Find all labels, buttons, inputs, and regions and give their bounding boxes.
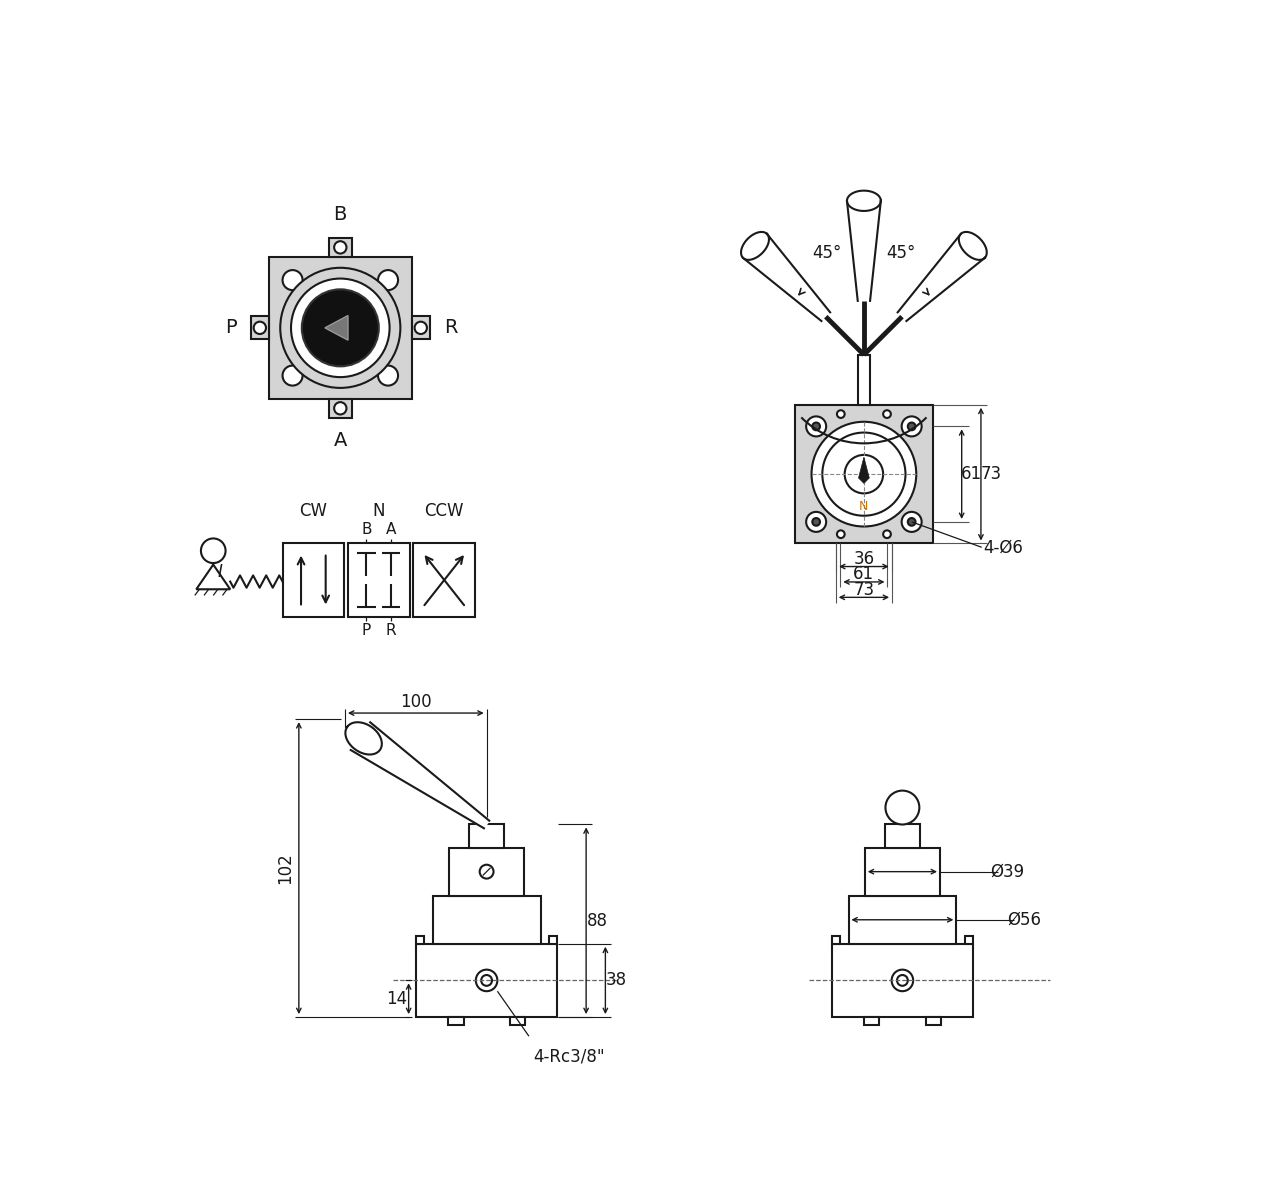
Circle shape bbox=[201, 539, 225, 563]
Circle shape bbox=[897, 975, 908, 986]
Text: 100: 100 bbox=[401, 694, 431, 712]
Circle shape bbox=[883, 530, 891, 538]
Bar bbox=[251, 316, 269, 340]
Bar bbox=[416, 944, 557, 1017]
Bar bbox=[283, 544, 344, 616]
Text: P: P bbox=[225, 318, 237, 337]
Circle shape bbox=[280, 268, 401, 387]
Bar bbox=[884, 825, 920, 848]
Bar bbox=[849, 895, 956, 944]
Circle shape bbox=[901, 416, 922, 436]
Polygon shape bbox=[959, 232, 987, 260]
Text: 73: 73 bbox=[854, 581, 874, 598]
Circle shape bbox=[886, 790, 919, 825]
Circle shape bbox=[806, 511, 826, 532]
Bar bbox=[413, 544, 475, 616]
Text: 61: 61 bbox=[854, 565, 874, 583]
Circle shape bbox=[476, 969, 498, 992]
Polygon shape bbox=[325, 316, 348, 340]
Bar bbox=[509, 1017, 525, 1025]
Bar bbox=[412, 316, 430, 340]
Text: Ø56: Ø56 bbox=[1007, 911, 1041, 929]
Circle shape bbox=[901, 511, 922, 532]
Bar bbox=[925, 1017, 941, 1025]
Bar bbox=[348, 544, 410, 616]
Circle shape bbox=[415, 322, 428, 334]
Text: 102: 102 bbox=[276, 852, 294, 884]
Circle shape bbox=[378, 366, 398, 385]
Circle shape bbox=[892, 969, 913, 992]
Bar bbox=[470, 825, 504, 848]
Polygon shape bbox=[741, 232, 769, 260]
Text: R: R bbox=[444, 318, 457, 337]
Text: A: A bbox=[334, 432, 347, 451]
Bar bbox=[965, 936, 973, 944]
Bar bbox=[864, 1017, 879, 1025]
Circle shape bbox=[908, 519, 915, 526]
Text: 73: 73 bbox=[980, 465, 1001, 483]
Bar bbox=[416, 936, 424, 944]
Bar bbox=[795, 405, 933, 544]
Bar bbox=[269, 256, 412, 399]
Text: 4-Ø6: 4-Ø6 bbox=[983, 539, 1023, 557]
Circle shape bbox=[813, 422, 820, 430]
Text: P: P bbox=[362, 622, 371, 638]
Bar bbox=[449, 848, 524, 895]
Bar bbox=[329, 399, 352, 417]
Text: 14: 14 bbox=[387, 989, 407, 1007]
Bar bbox=[865, 848, 940, 895]
Circle shape bbox=[253, 322, 266, 334]
Circle shape bbox=[837, 410, 845, 418]
Bar bbox=[549, 936, 557, 944]
Polygon shape bbox=[346, 722, 381, 755]
Text: B: B bbox=[334, 205, 347, 224]
Text: N: N bbox=[372, 502, 385, 521]
Text: B: B bbox=[361, 522, 371, 538]
Text: 45°: 45° bbox=[886, 244, 915, 262]
Text: 88: 88 bbox=[586, 912, 608, 930]
Circle shape bbox=[334, 402, 347, 415]
Bar bbox=[832, 936, 840, 944]
Text: I: I bbox=[218, 564, 221, 582]
Text: 4-Rc3/8": 4-Rc3/8" bbox=[532, 1048, 604, 1066]
Circle shape bbox=[481, 975, 492, 986]
Circle shape bbox=[813, 519, 820, 526]
Circle shape bbox=[283, 271, 302, 290]
Text: A: A bbox=[387, 522, 397, 538]
Circle shape bbox=[812, 422, 916, 527]
Text: Ø39: Ø39 bbox=[991, 863, 1025, 881]
Text: R: R bbox=[385, 622, 397, 638]
Circle shape bbox=[822, 433, 905, 516]
Bar bbox=[832, 944, 973, 1017]
Circle shape bbox=[806, 416, 826, 436]
Text: 38: 38 bbox=[605, 971, 627, 989]
Circle shape bbox=[302, 290, 379, 366]
Text: 36: 36 bbox=[854, 550, 874, 567]
Polygon shape bbox=[847, 191, 881, 211]
Circle shape bbox=[480, 864, 494, 879]
Text: 61: 61 bbox=[961, 465, 982, 483]
Circle shape bbox=[883, 410, 891, 418]
Text: 45°: 45° bbox=[813, 244, 842, 262]
Circle shape bbox=[334, 241, 347, 254]
Text: CW: CW bbox=[300, 502, 328, 521]
Circle shape bbox=[291, 279, 389, 377]
Text: CCW: CCW bbox=[425, 502, 465, 521]
Bar bbox=[433, 895, 540, 944]
Bar bbox=[329, 238, 352, 256]
Polygon shape bbox=[351, 722, 489, 828]
Circle shape bbox=[908, 422, 915, 430]
Text: N: N bbox=[859, 499, 869, 513]
Circle shape bbox=[845, 455, 883, 493]
Circle shape bbox=[378, 271, 398, 290]
Bar bbox=[448, 1017, 463, 1025]
Polygon shape bbox=[196, 565, 230, 589]
Circle shape bbox=[837, 530, 845, 538]
Circle shape bbox=[283, 366, 302, 385]
Polygon shape bbox=[859, 458, 869, 484]
Bar bbox=[858, 355, 870, 405]
